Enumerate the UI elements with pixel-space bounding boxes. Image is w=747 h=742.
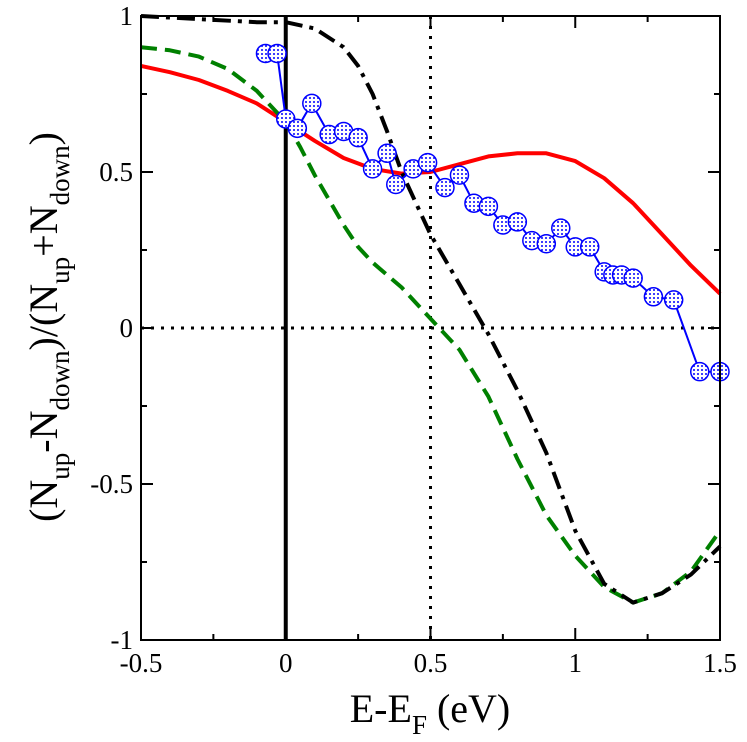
data-point-circles-blue-13: [436, 179, 454, 197]
data-point-circles-blue-9: [378, 144, 396, 162]
data-point-circles-blue-20: [537, 235, 555, 253]
y-axis-label-part-8: ): [21, 132, 66, 145]
data-point-circles-blue-8: [364, 160, 382, 178]
x-axis-label-sub: F: [412, 710, 427, 740]
x-axis-label: E-EF (eV): [350, 686, 511, 740]
data-point-circles-blue-21: [552, 219, 570, 237]
y-axis-label-part-4: )/(N: [21, 284, 66, 351]
x-axis-label-unit: (eV): [427, 686, 510, 731]
series-layer: [141, 16, 720, 603]
series-line-dash-dot-black: [141, 16, 720, 603]
data-point-circles-blue-14: [450, 166, 468, 184]
y-tick-label-0: -1: [111, 625, 134, 655]
x-axis-label-main: E-E: [350, 686, 412, 731]
y-tick-label-4: 1: [120, 1, 134, 31]
y-axis-label-part-3: down: [45, 350, 75, 410]
data-point-circles-blue-3: [288, 119, 306, 137]
data-point-circles-blue-27: [624, 269, 642, 287]
x-tick-label-3: 1: [569, 648, 583, 678]
x-tick-label-4: 1.5: [703, 648, 737, 678]
y-axis-label-part-5: up: [45, 257, 75, 284]
series-line-solid-red: [141, 66, 720, 294]
marker-layer: [256, 44, 729, 380]
data-point-circles-blue-18: [508, 213, 526, 231]
data-point-circles-blue-4: [303, 94, 321, 112]
data-point-circles-blue-30: [691, 363, 709, 381]
y-tick-label-3: 0.5: [99, 157, 133, 187]
data-point-circles-blue-28: [644, 288, 662, 306]
tick-layer: -0.5 0 0.5 1 1.5-1-0.500.51: [90, 1, 737, 678]
data-point-circles-blue-1: [268, 44, 286, 62]
y-axis-label-part-1: up: [45, 453, 75, 480]
spin-polarization-chart: -0.5 0 0.5 1 1.5-1-0.500.51 E-EF (eV) (Nup-N…: [0, 0, 747, 742]
y-axis-label-part-2: -N: [21, 410, 66, 452]
series-line-dashed-green: [141, 47, 720, 602]
x-tick-label-1: 0: [279, 648, 293, 678]
x-tick-label-2: 0.5: [414, 648, 448, 678]
reference-lines: [141, 16, 720, 640]
data-point-circles-blue-23: [581, 238, 599, 256]
y-tick-label-1: -0.5: [90, 469, 133, 499]
data-point-circles-blue-10: [387, 175, 405, 193]
data-point-circles-blue-7: [349, 129, 367, 147]
data-point-circles-blue-12: [419, 154, 437, 172]
data-point-circles-blue-16: [479, 197, 497, 215]
y-axis-label-part-0: (N: [21, 480, 66, 522]
y-tick-label-2: 0: [120, 313, 134, 343]
data-point-circles-blue-29: [665, 291, 683, 309]
y-axis-label-part-7: down: [45, 145, 75, 205]
y-axis-label: (Nup-Ndown)/(Nup+Ndown): [21, 132, 75, 522]
y-axis-label-part-6: +N: [21, 205, 66, 256]
